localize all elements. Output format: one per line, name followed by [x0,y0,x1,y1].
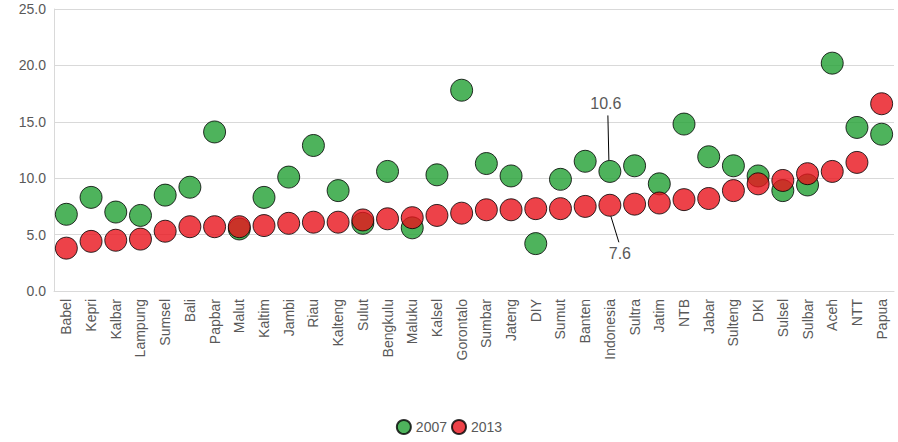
svg-text:2013: 2013 [471,419,502,435]
svg-text:Jambi: Jambi [281,299,297,336]
svg-text:Lampung: Lampung [132,299,148,357]
svg-text:Sumbar: Sumbar [478,299,494,348]
svg-text:Sulut: Sulut [355,299,371,331]
svg-text:Sumsel: Sumsel [157,299,173,346]
svg-text:Jabar: Jabar [701,299,717,334]
svg-text:Banten: Banten [577,299,593,343]
svg-text:Sultra: Sultra [627,299,643,336]
svg-text:7.6: 7.6 [609,245,631,262]
svg-text:10.6: 10.6 [590,95,621,112]
svg-text:0.0: 0.0 [27,283,47,299]
svg-text:Kalsel: Kalsel [429,299,445,337]
svg-text:25.0: 25.0 [19,1,46,17]
svg-text:Bengkulu: Bengkulu [380,299,396,357]
svg-text:Riau: Riau [305,299,321,328]
svg-text:Kepri: Kepri [83,299,99,332]
svg-text:Sulbar: Sulbar [800,299,816,340]
svg-text:NTT: NTT [849,299,865,327]
svg-text:10.0: 10.0 [19,170,46,186]
svg-text:Jateng: Jateng [503,299,519,341]
svg-text:Aceh: Aceh [824,299,840,331]
svg-text:Kaltim: Kaltim [256,299,272,338]
svg-text:Indonesia: Indonesia [602,299,618,360]
svg-text:5.0: 5.0 [27,227,47,243]
svg-text:Sulsel: Sulsel [775,299,791,337]
svg-text:2007: 2007 [416,419,447,435]
svg-text:Bali: Bali [182,299,198,322]
svg-text:20.0: 20.0 [19,57,46,73]
svg-text:Jatim: Jatim [651,299,667,332]
svg-text:Kalteng: Kalteng [330,299,346,346]
svg-text:NTB: NTB [676,299,692,327]
svg-text:Kalbar: Kalbar [108,299,124,340]
svg-text:Maluku: Maluku [404,299,420,344]
svg-text:DIY: DIY [528,298,544,322]
svg-text:Papbar: Papbar [207,299,223,344]
svg-text:Papua: Papua [874,299,890,340]
svg-text:Malut: Malut [231,299,247,333]
svg-text:DKI: DKI [750,299,766,322]
svg-text:Babel: Babel [58,299,74,335]
svg-text:Sumut: Sumut [552,299,568,340]
svg-text:Sulteng: Sulteng [725,299,741,346]
svg-text:15.0: 15.0 [19,114,46,130]
svg-text:Gorontalo: Gorontalo [454,299,470,361]
